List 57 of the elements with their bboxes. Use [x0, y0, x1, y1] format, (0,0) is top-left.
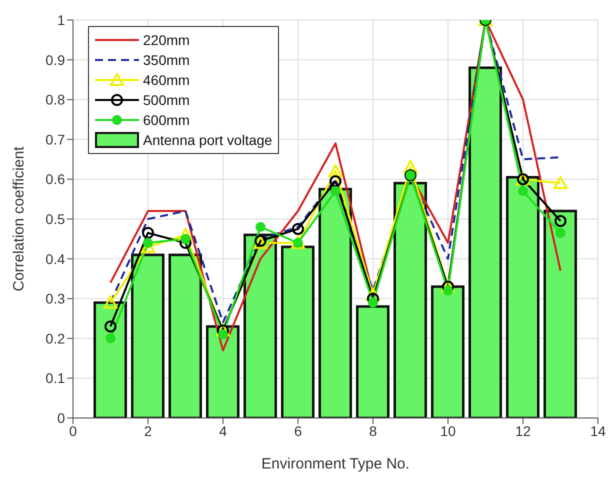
y-tick-label: 0.8 [46, 92, 66, 108]
y-tick-label: 0.7 [46, 131, 66, 148]
bar [318, 188, 352, 418]
y-tick-label: 0.4 [46, 250, 66, 267]
y-tick-label: 0.3 [46, 290, 66, 307]
x-tick-label: 14 [590, 422, 606, 439]
y-tick-label: 0 [57, 410, 66, 426]
x-tick-label: 12 [515, 422, 531, 439]
point [328, 164, 342, 178]
point [330, 175, 342, 188]
point [554, 214, 566, 227]
bar [506, 176, 540, 418]
point [368, 298, 378, 308]
y-axis-title: Correlation coefficient [10, 146, 28, 292]
x-tick-label: 2 [144, 422, 152, 439]
point [106, 333, 116, 344]
bar [168, 254, 202, 418]
point [256, 222, 266, 232]
y-tick-label: 0.5 [46, 210, 66, 227]
legend-label: 500mm [143, 91, 190, 110]
bar [244, 234, 277, 418]
point [330, 186, 340, 196]
point [104, 320, 116, 332]
y-tick-label: 1 [57, 12, 66, 28]
bar [281, 246, 314, 418]
legend-label: 460mm [143, 71, 190, 90]
legend-label: 600mm [143, 111, 190, 130]
y-tick-label: 0.6 [46, 171, 66, 188]
point [556, 228, 566, 238]
legend-label: 220mm [143, 31, 190, 50]
bar [544, 210, 577, 418]
bar [356, 305, 390, 418]
bar [94, 301, 127, 418]
x-tick-label: 6 [294, 422, 302, 439]
y-tick-label: 0.2 [46, 330, 66, 346]
x-axis-title: Environment Type No. [261, 456, 410, 473]
legend-label: 350mm [143, 51, 190, 70]
bar [431, 285, 464, 418]
x-tick-label: 8 [369, 422, 378, 439]
x-tick-label: 0 [69, 422, 78, 439]
x-tick-label: 10 [440, 422, 456, 439]
point [143, 238, 153, 248]
bar [468, 66, 502, 418]
point [142, 226, 154, 239]
point [292, 222, 304, 235]
point [178, 228, 192, 241]
point [404, 160, 418, 174]
legend-label: Antenna port voltage [143, 131, 272, 150]
bar [206, 325, 240, 418]
bar [394, 182, 427, 418]
y-tick-label: 0.9 [46, 52, 66, 68]
bar [131, 254, 164, 418]
y-tick-label: 0.1 [46, 370, 66, 386]
point [554, 176, 568, 190]
x-tick-label: 4 [219, 422, 228, 439]
point [104, 296, 118, 309]
point [518, 186, 528, 196]
